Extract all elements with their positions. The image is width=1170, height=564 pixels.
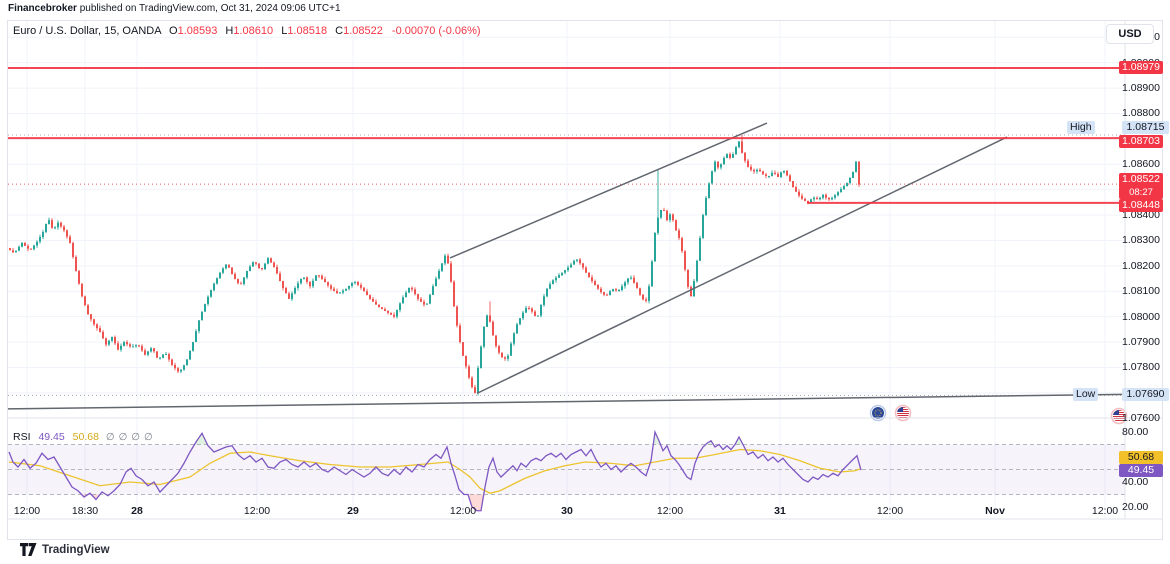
change-value: -0.00070 (-0.06%) bbox=[391, 25, 481, 37]
tradingview-logo[interactable]: TradingView bbox=[20, 543, 110, 556]
price-low-chip: Low bbox=[1073, 388, 1099, 402]
time-axis-label[interactable]: Nov bbox=[985, 505, 1005, 517]
rsi-legend-icon-2[interactable]: ∅ bbox=[131, 432, 140, 443]
time-axis-label[interactable]: 12:00 bbox=[1091, 505, 1119, 517]
tradingview-logo-icon bbox=[20, 543, 37, 556]
time-axis-label[interactable]: 18:30 bbox=[71, 505, 99, 517]
tradingview-logo-text: TradingView bbox=[42, 543, 110, 556]
price-high-chip: High bbox=[1067, 121, 1095, 135]
time-axis-label[interactable]: 12:00 bbox=[13, 505, 41, 517]
time-axis-label[interactable]: 12:00 bbox=[243, 505, 271, 517]
rsi-legend-icon-0[interactable]: ∅ bbox=[105, 432, 115, 443]
price-axis-label[interactable]: 1.08300 bbox=[1122, 234, 1160, 247]
price-axis-label[interactable]: 1.08000 bbox=[1122, 310, 1160, 323]
us-flag-icon bbox=[894, 404, 912, 422]
rsi-legend[interactable]: RSI 49.45 50.68 ∅ ∅ ∅ ∅ bbox=[13, 431, 153, 443]
time-axis-label[interactable]: 31 bbox=[774, 505, 786, 517]
rsi-value: 49.45 bbox=[38, 431, 65, 443]
chart-widget: Euro / U.S. Dollar, 15, OANDA O1.08593 H… bbox=[7, 20, 1163, 540]
rsi-title: RSI bbox=[13, 431, 31, 443]
time-axis-label[interactable]: 12:00 bbox=[876, 505, 904, 517]
attribution-author: Financebroker bbox=[8, 3, 77, 14]
last-price-badge: 1.08522 08:27 bbox=[1119, 173, 1163, 200]
rsi-axis-label[interactable]: 80.00 bbox=[1122, 426, 1149, 438]
open-value: 1.08593 bbox=[177, 25, 218, 37]
time-axis-label[interactable]: 12:00 bbox=[656, 505, 684, 517]
rsi-axis-label[interactable]: 40.00 bbox=[1122, 476, 1149, 488]
eu-flag-icon bbox=[869, 404, 887, 422]
price-high-value: 1.08715 bbox=[1122, 121, 1169, 135]
price-low-value: 1.07690 bbox=[1122, 388, 1169, 402]
rsi-value-badge: 49.45 bbox=[1119, 463, 1163, 477]
price-axis-label[interactable]: 1.07900 bbox=[1122, 336, 1160, 349]
rsi-legend-icon-1[interactable]: ∅ bbox=[118, 432, 128, 443]
price-axis-label[interactable]: 1.08600 bbox=[1122, 158, 1160, 171]
symbol-legend[interactable]: Euro / U.S. Dollar, 15, OANDA O1.08593 H… bbox=[13, 25, 481, 37]
time-axis-label[interactable]: 28 bbox=[131, 505, 143, 517]
price-axis-label[interactable]: 1.08100 bbox=[1122, 285, 1160, 298]
rsi-ma-value: 50.68 bbox=[72, 431, 99, 443]
symbol-title: Euro / U.S. Dollar, 15, OANDA bbox=[13, 25, 161, 37]
time-axis-label[interactable]: 29 bbox=[347, 505, 359, 517]
price-level-badge: 1.08703 bbox=[1119, 135, 1163, 149]
close-value: 1.08522 bbox=[343, 25, 383, 37]
high-value: 1.08610 bbox=[233, 25, 274, 37]
close-label: C bbox=[335, 25, 344, 37]
price-axis-label[interactable]: 1.08800 bbox=[1122, 107, 1160, 120]
time-axis-label[interactable]: 12:00 bbox=[449, 505, 477, 517]
currency-axis-button[interactable]: USD bbox=[1106, 24, 1154, 44]
low-label: L bbox=[281, 25, 288, 37]
price-axis-label[interactable]: 1.08900 bbox=[1122, 82, 1160, 95]
attribution-text: published on TradingView.com, Oct 31, 20… bbox=[76, 3, 341, 14]
time-axis-label[interactable]: 30 bbox=[561, 505, 573, 517]
price-level-badge: 1.08979 bbox=[1119, 61, 1163, 74]
price-axis-label[interactable]: 1.08400 bbox=[1122, 209, 1160, 222]
low-value: 1.08518 bbox=[287, 25, 328, 37]
open-label: O bbox=[169, 25, 178, 37]
rsi-ma-badge: 50.68 bbox=[1119, 450, 1163, 464]
attribution: Financebroker published on TradingView.c… bbox=[8, 3, 341, 14]
price-level-badge: 1.08448 bbox=[1119, 198, 1163, 212]
high-label: H bbox=[225, 25, 234, 37]
price-axis-label[interactable]: 1.08200 bbox=[1122, 259, 1160, 272]
rsi-axis-label[interactable]: 20.00 bbox=[1122, 501, 1149, 513]
rsi-legend-icon-3[interactable]: ∅ bbox=[144, 432, 153, 443]
price-axis-label[interactable]: 1.07600 bbox=[1122, 412, 1160, 425]
price-axis-label[interactable]: 1.07800 bbox=[1122, 361, 1160, 374]
